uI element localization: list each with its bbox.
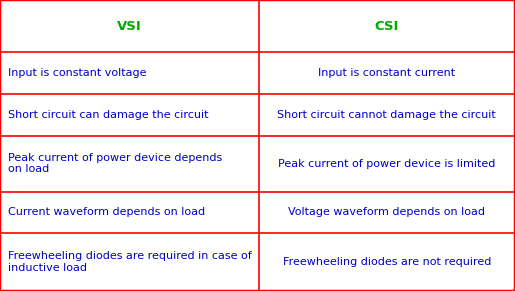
Text: Short circuit can damage the circuit: Short circuit can damage the circuit <box>8 110 208 120</box>
Text: Peak current of power device depends
on load: Peak current of power device depends on … <box>8 153 222 174</box>
Text: Current waveform depends on load: Current waveform depends on load <box>8 207 205 217</box>
Text: Input is constant voltage: Input is constant voltage <box>8 68 146 78</box>
Text: Peak current of power device is limited: Peak current of power device is limited <box>278 159 495 168</box>
Text: Freewheeling diodes are not required: Freewheeling diodes are not required <box>283 257 491 267</box>
Text: Voltage waveform depends on load: Voltage waveform depends on load <box>288 207 485 217</box>
Text: Freewheeling diodes are required in case of
inductive load: Freewheeling diodes are required in case… <box>8 251 251 273</box>
Text: VSI: VSI <box>117 20 142 33</box>
Text: CSI: CSI <box>374 20 399 33</box>
Text: Input is constant current: Input is constant current <box>318 68 455 78</box>
Text: Short circuit cannot damage the circuit: Short circuit cannot damage the circuit <box>278 110 496 120</box>
